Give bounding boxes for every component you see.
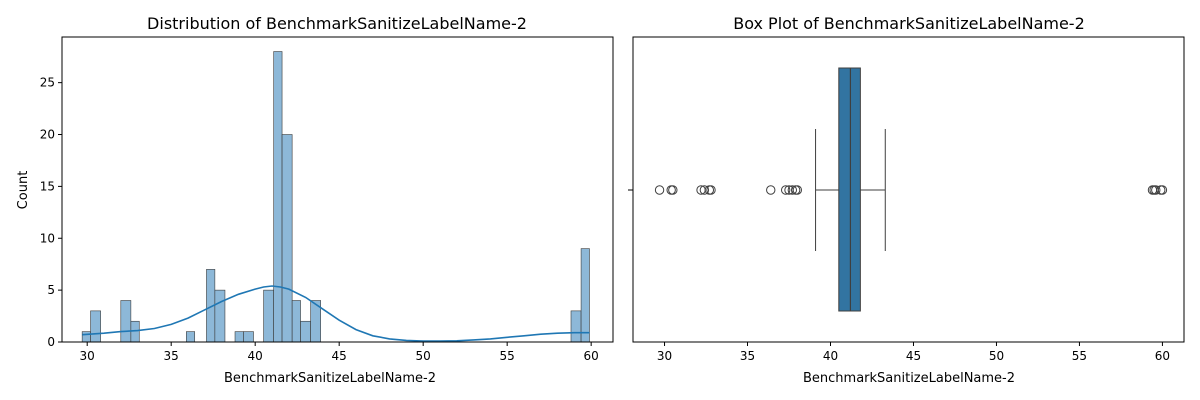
boxplot-x-tick-label: 50 bbox=[989, 349, 1004, 363]
histogram-x-tick-label: 40 bbox=[248, 349, 263, 363]
boxplot-x-tick-label: 30 bbox=[657, 349, 672, 363]
histogram-bar bbox=[263, 289, 274, 343]
boxplot-x-tick-label: 40 bbox=[823, 349, 838, 363]
outlier-point bbox=[654, 185, 665, 195]
outlier-point bbox=[699, 185, 710, 195]
boxplot-shapes bbox=[654, 67, 1168, 312]
outlier-point bbox=[766, 185, 776, 195]
histogram-y-tick-label: 25 bbox=[40, 76, 55, 90]
histogram-y-tick-label: 5 bbox=[47, 283, 55, 297]
outlier-point bbox=[780, 185, 791, 195]
outlier-point bbox=[787, 185, 798, 195]
outlier-point bbox=[792, 185, 803, 195]
kde-line bbox=[82, 285, 590, 342]
histogram-x-tick-label: 35 bbox=[164, 349, 179, 363]
histogram-x-tick-label: 55 bbox=[500, 349, 515, 363]
boxplot-x-tick-label: 45 bbox=[906, 349, 921, 363]
histogram-y-tick-label: 0 bbox=[47, 335, 55, 349]
boxplot-x-tick-label: 60 bbox=[1155, 349, 1170, 363]
outlier-point bbox=[1157, 185, 1168, 195]
histogram-bar bbox=[570, 310, 582, 343]
histogram-y-tick-label: 10 bbox=[40, 231, 55, 245]
boxplot-panel: Box Plot of BenchmarkSanitizeLabelName-2… bbox=[628, 14, 1185, 386]
histogram-y-axis-label: Count bbox=[16, 171, 31, 210]
outlier-point bbox=[668, 185, 678, 195]
histogram-bar bbox=[90, 310, 101, 343]
histogram-x-tick-label: 50 bbox=[416, 349, 431, 363]
histogram-bar bbox=[300, 320, 311, 343]
histogram-y-axis-ticks: 0 5 10 15 20 25 bbox=[40, 76, 62, 349]
histogram-frame bbox=[61, 36, 614, 343]
histogram-bar bbox=[580, 248, 590, 343]
outlier-point bbox=[706, 185, 716, 195]
boxplot-title: Box Plot of BenchmarkSanitizeLabelName-2 bbox=[733, 14, 1085, 33]
box bbox=[838, 67, 861, 312]
outlier-point bbox=[1151, 185, 1161, 195]
histogram-kde bbox=[82, 285, 590, 342]
boxplot-x-axis-label: BenchmarkSanitizeLabelName-2 bbox=[803, 371, 1015, 386]
histogram-title: Distribution of BenchmarkSanitizeLabelNa… bbox=[147, 14, 527, 33]
histogram-x-tick-label: 30 bbox=[80, 349, 95, 363]
histogram-bar bbox=[273, 51, 283, 343]
histogram-x-axis-ticks: 30 35 40 45 50 55 60 bbox=[80, 342, 599, 363]
histogram-x-tick-label: 60 bbox=[584, 349, 599, 363]
boxplot-x-tick-label: 35 bbox=[740, 349, 755, 363]
histogram-y-tick-label: 15 bbox=[40, 179, 55, 193]
histogram-bar bbox=[291, 300, 301, 343]
boxplot-x-tick-label: 55 bbox=[1072, 349, 1087, 363]
boxplot-plot-area bbox=[633, 37, 1184, 342]
histogram-x-tick-label: 45 bbox=[332, 349, 347, 363]
histogram-panel: Distribution of BenchmarkSanitizeLabelNa… bbox=[16, 14, 614, 386]
histogram-y-tick-label: 20 bbox=[40, 128, 55, 142]
histogram-bar bbox=[243, 331, 254, 343]
boxplot-frame bbox=[632, 36, 1185, 343]
histogram-x-axis-label: BenchmarkSanitizeLabelName-2 bbox=[224, 371, 436, 386]
boxplot-x-axis-ticks: 30 35 40 45 50 55 60 bbox=[657, 342, 1170, 363]
histogram-plot-area bbox=[62, 37, 613, 342]
histogram-bar bbox=[281, 134, 293, 343]
histogram-bar bbox=[234, 331, 244, 343]
histogram-bars bbox=[81, 51, 590, 343]
histogram-bar bbox=[214, 289, 226, 343]
histogram-bar bbox=[186, 331, 196, 343]
histogram-bar bbox=[120, 300, 132, 343]
histogram-bar bbox=[81, 331, 91, 343]
